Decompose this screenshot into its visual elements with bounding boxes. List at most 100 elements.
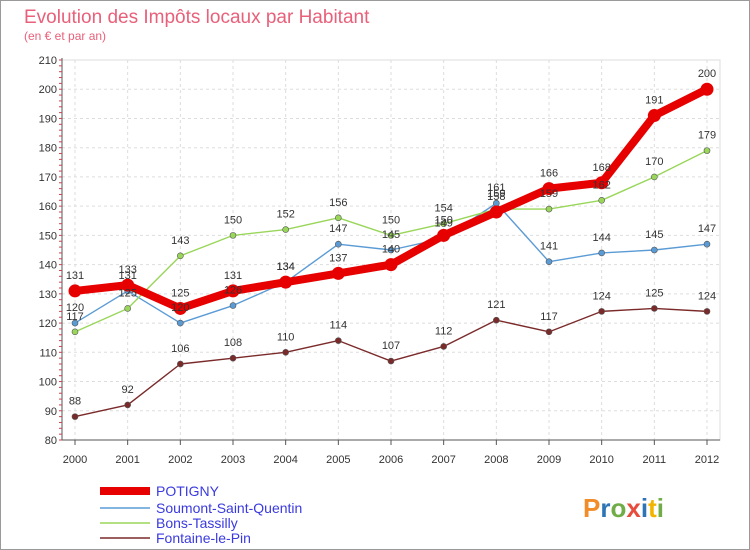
data-point [542, 182, 556, 196]
data-label: 140 [382, 244, 400, 256]
data-point [651, 246, 658, 254]
data-label: 112 [435, 325, 453, 337]
data-point [598, 197, 605, 204]
legend-label: Bons-Tassilly [156, 515, 238, 531]
x-tick-label: 2006 [379, 454, 403, 466]
data-point [651, 305, 658, 312]
data-point [226, 284, 240, 298]
data-point [177, 360, 184, 368]
data-point [651, 173, 658, 181]
x-tick-label: 2005 [326, 454, 350, 466]
data-point [387, 357, 395, 365]
x-tick-label: 2007 [431, 454, 455, 466]
data-point [229, 354, 237, 362]
x-tick-label: 2004 [273, 454, 297, 466]
data-point [124, 401, 131, 409]
y-tick-label: 130 [39, 289, 57, 301]
data-label: 150 [224, 214, 242, 226]
proxiti-logo: Proxiti [583, 493, 664, 523]
x-tick-label: 2001 [115, 454, 139, 466]
data-label: 131 [118, 270, 136, 282]
data-label: 156 [329, 197, 347, 209]
data-label: 158 [487, 191, 505, 203]
data-point [703, 147, 711, 154]
data-label: 152 [276, 209, 294, 221]
data-point [282, 349, 289, 356]
data-label: 117 [66, 311, 84, 323]
data-label: 159 [487, 188, 505, 200]
legend-label: Fontaine-le-Pin [156, 530, 251, 546]
data-point [229, 232, 237, 239]
data-label: 191 [645, 95, 663, 107]
data-label: 162 [592, 179, 610, 191]
x-tick-label: 2003 [221, 454, 245, 466]
series-lines [68, 82, 714, 420]
data-point [489, 205, 503, 219]
y-tick-label: 110 [39, 347, 57, 359]
data-point [703, 240, 711, 248]
data-label: 117 [540, 311, 558, 323]
data-label: 145 [382, 229, 400, 241]
data-label: 143 [171, 235, 189, 247]
data-point [279, 275, 293, 289]
data-point [71, 319, 79, 327]
data-point [71, 413, 79, 420]
y-tick-label: 80 [45, 435, 57, 447]
y-tick-label: 200 [39, 84, 57, 96]
chart-subtitle: (en € et par an) [24, 29, 106, 43]
data-point [598, 308, 605, 315]
y-tick-label: 140 [39, 260, 57, 272]
y-tick-label: 210 [39, 55, 57, 67]
data-point [68, 284, 82, 298]
data-label: 120 [66, 302, 84, 314]
legend-label: Soumont-Saint-Quentin [156, 500, 302, 516]
y-tick-label: 180 [39, 143, 57, 155]
data-point [335, 214, 342, 222]
chart-title: Evolution des Impôts locaux par Habitant [24, 7, 370, 28]
y-tick-label: 100 [39, 377, 57, 389]
data-point [71, 328, 79, 336]
x-tick-label: 2012 [695, 454, 719, 466]
data-point [335, 337, 342, 344]
y-tick-label: 150 [39, 230, 57, 242]
data-label: 114 [330, 320, 348, 332]
x-tick-label: 2009 [537, 454, 561, 466]
data-point [177, 319, 184, 327]
data-point [282, 226, 289, 233]
data-label: 144 [592, 232, 610, 244]
data-label: 200 [698, 68, 716, 80]
data-label: 134 [276, 261, 294, 273]
data-point [545, 328, 553, 336]
logo-text: Proxiti [583, 493, 664, 523]
data-label: 125 [171, 287, 189, 299]
data-label: 131 [66, 270, 84, 282]
data-point [545, 205, 553, 213]
data-label: 161 [487, 182, 505, 194]
data-point [493, 316, 500, 324]
x-tick-label: 2011 [643, 454, 667, 466]
data-point [387, 246, 395, 254]
y-tick-label: 170 [39, 172, 57, 184]
data-label: 170 [645, 156, 663, 168]
data-point [440, 343, 447, 350]
data-point [703, 308, 711, 315]
y-tick-label: 90 [45, 406, 57, 418]
data-label: 149 [434, 217, 452, 229]
data-label: 108 [224, 337, 242, 349]
x-tick-label: 2010 [589, 454, 613, 466]
x-tick-label: 2000 [63, 454, 87, 466]
data-label: 166 [540, 168, 558, 180]
data-point [595, 176, 609, 190]
data-label: 141 [540, 241, 558, 253]
data-label: 137 [329, 252, 347, 264]
data-label: 126 [224, 285, 242, 297]
y-tick-label: 120 [39, 318, 57, 330]
data-point [121, 278, 135, 292]
data-label: 179 [698, 130, 716, 142]
data-point [387, 232, 395, 239]
data-point [700, 82, 714, 96]
data-label: 147 [698, 223, 716, 235]
legend: POTIGNYSoumont-Saint-QuentinBons-Tassill… [100, 483, 302, 546]
data-label: 106 [171, 343, 189, 355]
